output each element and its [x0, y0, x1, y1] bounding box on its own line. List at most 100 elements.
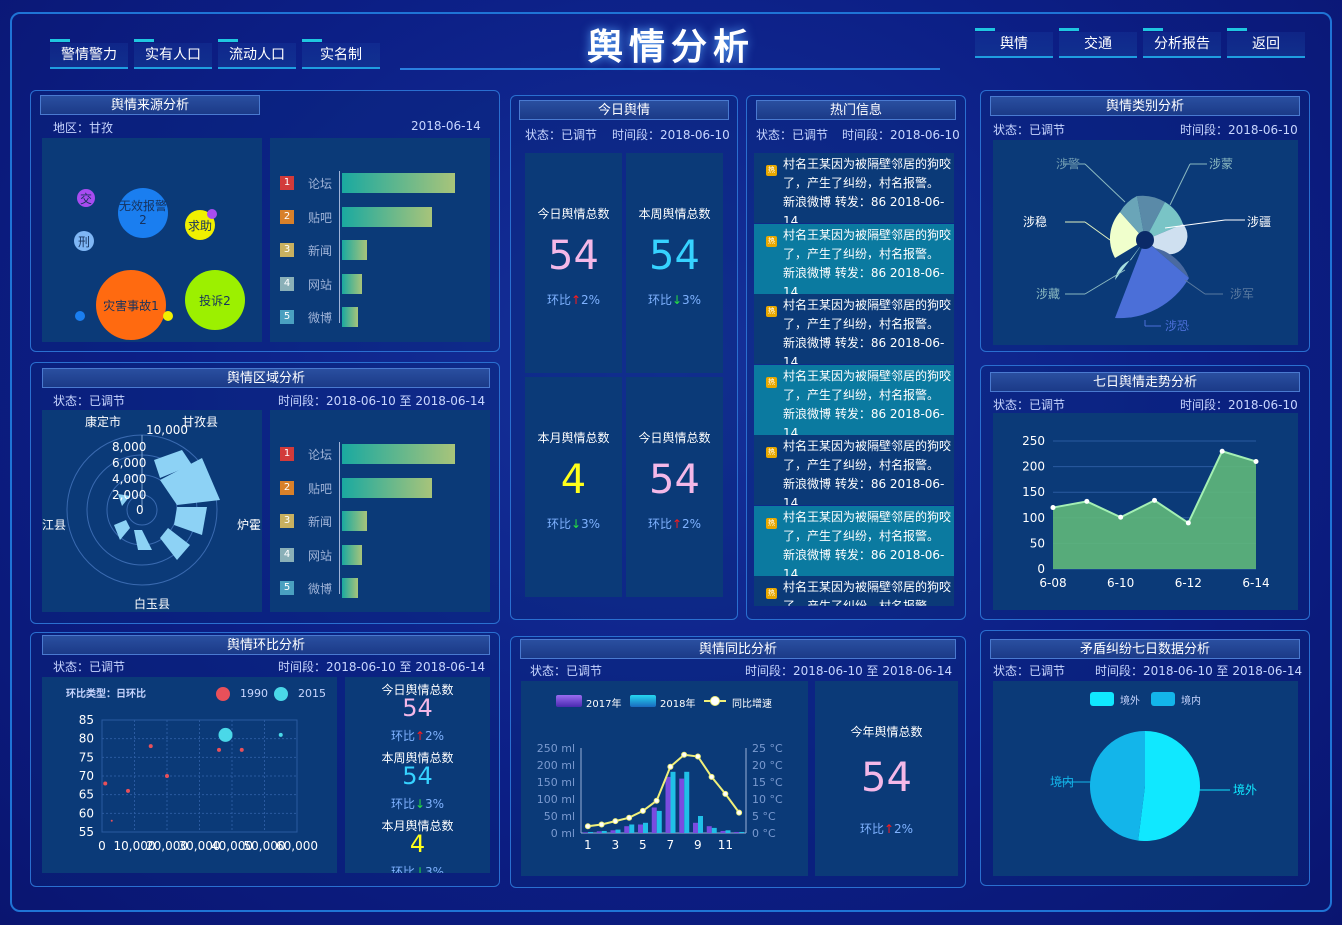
rank-bar[interactable]: [342, 511, 367, 531]
pie-slice[interactable]: [1138, 731, 1200, 841]
polar-tick: 8,000: [112, 440, 146, 454]
bar-2018[interactable]: [739, 831, 745, 833]
legend-2018-icon[interactable]: [630, 695, 656, 707]
bar-2017[interactable]: [596, 831, 602, 833]
trend-point[interactable]: [1118, 514, 1124, 520]
legend-1990-icon[interactable]: [216, 687, 230, 701]
bar-2018[interactable]: [711, 827, 717, 833]
scatter-point[interactable]: [148, 744, 153, 749]
trend-point[interactable]: [1185, 520, 1191, 526]
scatter-point[interactable]: [218, 727, 233, 742]
rank-bar[interactable]: [342, 477, 433, 498]
bar-2018[interactable]: [684, 771, 690, 833]
bar-2017[interactable]: [665, 776, 671, 833]
scatter-point[interactable]: [126, 788, 130, 793]
growth-point[interactable]: [694, 753, 701, 760]
conflict-period: 时间段：2018-06-10 至 2018-06-14: [1095, 664, 1303, 678]
growth-point[interactable]: [653, 797, 660, 804]
bar-2018[interactable]: [601, 830, 607, 833]
trend-point[interactable]: [1219, 448, 1225, 454]
bar-2018[interactable]: [725, 830, 731, 833]
nav-item-traffic[interactable]: 交通: [1059, 28, 1137, 58]
nav-item-police[interactable]: 警情警力: [50, 39, 128, 69]
bar-2017[interactable]: [610, 830, 616, 833]
legend-outside-icon[interactable]: [1090, 692, 1114, 706]
growth-point[interactable]: [639, 807, 646, 814]
nav-item-floating[interactable]: 流动人口: [218, 39, 296, 69]
ring-pct: 3%: [425, 797, 445, 811]
growth-point[interactable]: [626, 814, 633, 821]
bar-2018[interactable]: [588, 831, 593, 833]
trend-point[interactable]: [1050, 505, 1056, 511]
scatter-point[interactable]: [165, 774, 169, 778]
news-item[interactable]: 热村名王某因为被隔壁邻居的狗咬了，产生了纠纷，村名报警。 新浪微博 转发：86 2…: [754, 364, 954, 435]
trend-point[interactable]: [1253, 458, 1259, 464]
scatter-point[interactable]: [103, 781, 108, 786]
rank-bar[interactable]: [342, 544, 363, 565]
bar-2018[interactable]: [615, 829, 621, 833]
nav-item-realname[interactable]: 实名制: [302, 39, 380, 69]
growth-point[interactable]: [667, 763, 674, 770]
nav-item-back[interactable]: 返回: [1227, 28, 1305, 58]
growth-point[interactable]: [722, 790, 729, 797]
trend-point[interactable]: [1152, 497, 1157, 503]
today-panel-title: 今日舆情: [519, 100, 729, 120]
y-tick: 150: [1022, 485, 1045, 499]
nav-item-population[interactable]: 实有人口: [134, 39, 212, 69]
growth-point[interactable]: [736, 809, 743, 816]
bar-2018[interactable]: [656, 810, 662, 833]
bar-2017[interactable]: [651, 807, 657, 834]
bar-2018[interactable]: [670, 771, 676, 833]
bar-2017[interactable]: [693, 822, 698, 833]
news-item[interactable]: 热村名王某因为被隔壁邻居的狗咬了，产生了纠纷，村名报警。 新浪微博 转发：86 2…: [754, 153, 954, 223]
bar-2017[interactable]: [638, 824, 643, 834]
stat-card[interactable]: [525, 153, 622, 373]
news-item[interactable]: 热村名王某因为被隔壁邻居的狗咬了，产生了纠纷，村名报警。 新浪微博 转发：86 2…: [754, 505, 954, 576]
rank-bar[interactable]: [342, 444, 455, 464]
nav-item-opinion[interactable]: 舆情: [975, 28, 1053, 58]
news-item[interactable]: 热村名王某因为被隔壁邻居的狗咬了，产生了纠纷，村名报警。: [754, 576, 954, 606]
stat-card[interactable]: [626, 153, 723, 373]
bar-2017[interactable]: [679, 778, 685, 833]
rank-bar[interactable]: [342, 578, 358, 598]
legend-2017-icon[interactable]: [556, 695, 582, 707]
growth-point[interactable]: [598, 821, 605, 828]
bar-2018[interactable]: [643, 822, 648, 833]
growth-point[interactable]: [708, 773, 715, 780]
rank-bar[interactable]: [342, 206, 433, 227]
stat-ring: 环比↓3%: [345, 795, 490, 812]
scatter-point[interactable]: [278, 732, 283, 737]
stat-card[interactable]: [626, 377, 723, 597]
bar-2017[interactable]: [720, 830, 726, 833]
rank-bar[interactable]: [342, 173, 455, 193]
growth-point[interactable]: [584, 823, 591, 830]
legend-inside-icon[interactable]: [1151, 692, 1175, 706]
rank-bar[interactable]: [342, 273, 363, 294]
news-item[interactable]: 热村名王某因为被隔壁邻居的狗咬了，产生了纠纷，村名报警。 新浪微博 转发：86 2…: [754, 223, 954, 294]
bar-2018[interactable]: [629, 824, 635, 834]
hot-news-list[interactable]: 热村名王某因为被隔壁邻居的狗咬了，产生了纠纷，村名报警。 新浪微博 转发：86 2…: [754, 153, 956, 606]
growth-point[interactable]: [681, 751, 688, 758]
bar-2017[interactable]: [624, 826, 630, 833]
hot-period: 时间段：2018-06-10: [842, 128, 960, 142]
scatter-point[interactable]: [217, 747, 221, 752]
trend-point[interactable]: [1084, 498, 1090, 504]
stat-value: 54: [548, 233, 599, 279]
x-tick: 20,000: [146, 839, 188, 853]
pie-slice[interactable]: [1090, 731, 1145, 841]
scatter-point[interactable]: [239, 747, 244, 752]
bar-2017[interactable]: [706, 826, 712, 833]
stat-card[interactable]: [525, 377, 622, 597]
growth-point[interactable]: [612, 818, 619, 825]
rank-bar[interactable]: [342, 307, 358, 327]
bar-2017[interactable]: [734, 831, 740, 833]
rank-bar[interactable]: [342, 240, 367, 260]
bubble-dot: [163, 311, 173, 321]
bar-2017[interactable]: [583, 832, 588, 833]
news-item[interactable]: 热村名王某因为被隔壁邻居的狗咬了，产生了纠纷，村名报警。 新浪微博 转发：86 2…: [754, 435, 954, 505]
legend-2015-icon[interactable]: [274, 687, 288, 701]
bar-2018[interactable]: [698, 816, 703, 833]
scatter-point[interactable]: [110, 819, 113, 822]
nav-item-report[interactable]: 分析报告: [1143, 28, 1221, 58]
news-item[interactable]: 热村名王某因为被隔壁邻居的狗咬了，产生了纠纷，村名报警。 新浪微博 转发：86 2…: [754, 294, 954, 364]
